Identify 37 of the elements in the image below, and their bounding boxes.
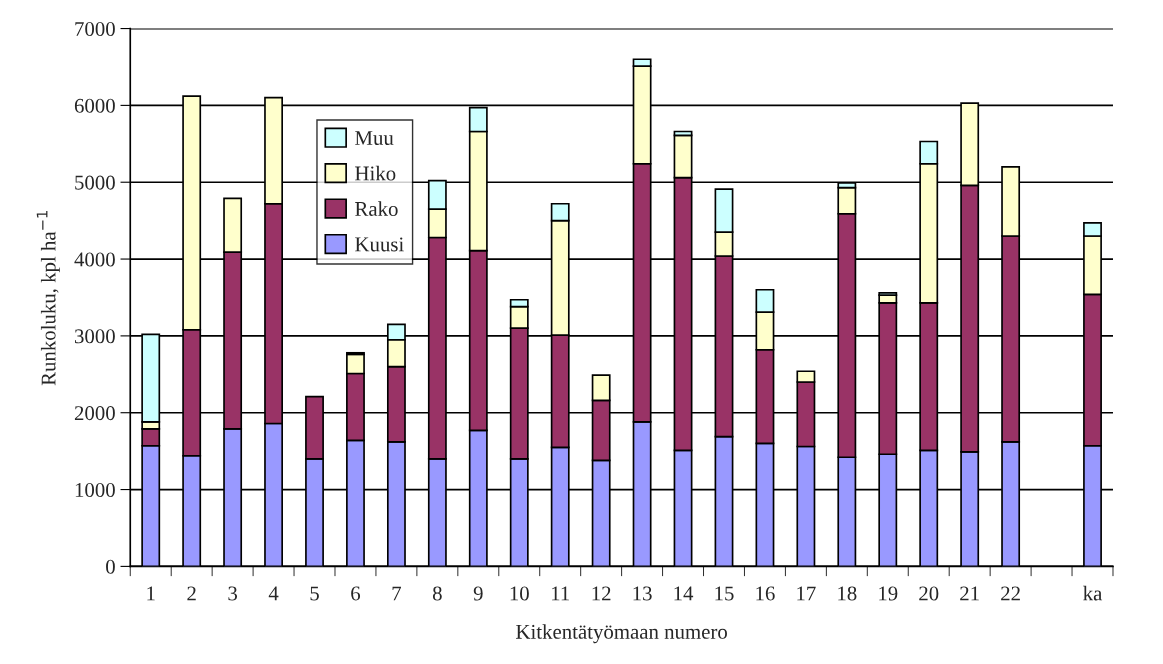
y-tick-label: 6000: [74, 98, 115, 113]
x-tick-label: 5: [310, 586, 319, 601]
x-tick-label: 8: [432, 586, 442, 601]
x-tick-label: 15: [715, 586, 734, 601]
legend-label: Hiko: [355, 165, 396, 181]
y-tick-label: 0: [106, 559, 115, 574]
legend-label: Muu: [355, 131, 394, 145]
y-tick-label: 7000: [75, 21, 115, 36]
y-tick-label: 5000: [75, 175, 115, 190]
legend-label: Kuusi: [355, 237, 404, 252]
x-tick-label: 14: [674, 586, 694, 601]
x-tick-label: 6: [351, 586, 361, 601]
y-tick-label: 2000: [74, 406, 115, 421]
x-tick-label: ka: [1083, 585, 1103, 601]
x-tick-label: 2: [187, 586, 196, 601]
x-tick-label: 20: [919, 586, 939, 601]
x-tick-label: 4: [268, 586, 279, 601]
x-tick-label: 18: [838, 586, 857, 601]
x-tick-label: 9: [473, 586, 483, 601]
y-tick-label: 3000: [75, 329, 115, 344]
y-axis-title: Runkoluku, kpl ha$^{−1}$: [36, 211, 60, 386]
x-tick-label: 1: [147, 586, 155, 601]
x-tick-label: 22: [1001, 586, 1020, 601]
y-tick-label: 4000: [74, 252, 115, 267]
x-tick-label: 3: [228, 586, 238, 601]
x-tick-label: 11: [552, 586, 569, 601]
x-axis-title: Kitkentätyömaan numero: [516, 624, 727, 644]
x-tick-label: 21: [960, 586, 979, 601]
x-tick-label: 17: [797, 586, 816, 601]
legend-label: Rako: [355, 201, 398, 216]
x-tick-label: 19: [879, 586, 898, 601]
x-tick-label: 13: [633, 586, 652, 601]
y-tick-label: 1000: [75, 482, 115, 497]
x-tick-label: 7: [392, 586, 402, 601]
x-tick-label: 16: [756, 586, 775, 601]
x-tick-label: 10: [510, 586, 529, 601]
x-tick-label: 12: [592, 586, 611, 601]
